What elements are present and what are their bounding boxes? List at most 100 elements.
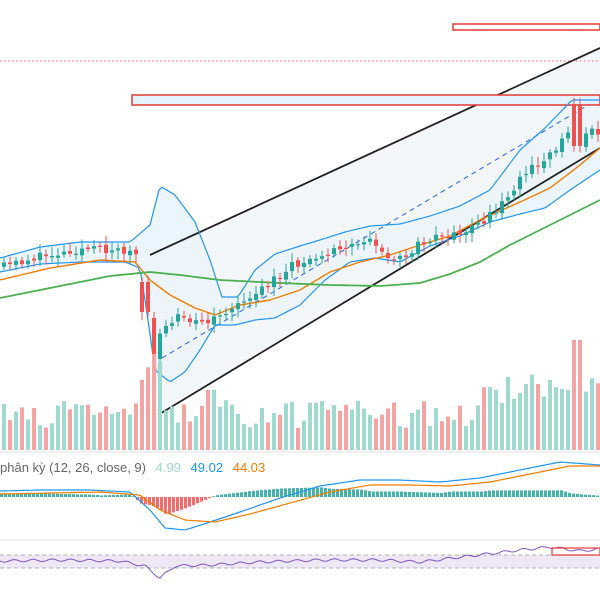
macd-histogram-bar — [192, 497, 195, 505]
volume-bar — [14, 411, 18, 450]
macd-histogram-bar — [68, 494, 71, 497]
macd-histogram-bar — [548, 490, 551, 497]
volume-bar — [194, 416, 198, 450]
macd-histogram-bar — [172, 497, 175, 513]
rsi-band — [0, 555, 600, 568]
macd-histogram-bar — [352, 489, 355, 497]
candle-up — [476, 222, 480, 225]
volume-bar — [104, 406, 108, 450]
candle-up — [50, 256, 54, 258]
volume-bar — [98, 412, 102, 450]
candle-down — [344, 247, 348, 249]
candle-down — [326, 254, 330, 256]
volume-bar — [554, 387, 558, 450]
candle-up — [194, 320, 198, 324]
macd-histogram-bar — [344, 489, 347, 497]
volume-bar — [56, 405, 60, 450]
volume-bar — [500, 402, 504, 450]
candle-up — [248, 298, 252, 301]
macd-histogram-bar — [560, 490, 563, 497]
macd-legend-macd: 49.02 — [190, 460, 224, 475]
macd-histogram-bar — [540, 490, 543, 497]
volume-bar — [578, 340, 582, 450]
macd-histogram-bar — [576, 493, 579, 497]
volume-bar — [380, 414, 384, 450]
macd-histogram-bar — [8, 493, 11, 497]
volume-bar — [410, 413, 414, 450]
macd-histogram-bar — [568, 492, 571, 497]
macd-histogram-bar — [224, 494, 227, 497]
macd-histogram-bar — [372, 491, 375, 497]
macd-histogram-bar — [220, 494, 223, 497]
macd-histogram-bar — [284, 488, 287, 497]
volume-bar — [242, 424, 246, 450]
volume-bar — [236, 414, 240, 450]
macd-histogram-bar — [260, 490, 263, 497]
candle-up — [176, 314, 180, 322]
candle-down — [386, 253, 390, 258]
macd-histogram-bar — [292, 488, 295, 497]
ma-slow-line — [0, 199, 600, 299]
candle-down — [182, 316, 186, 318]
macd-histogram-bar — [596, 495, 599, 497]
candle-up — [410, 253, 414, 257]
macd-histogram-bar — [128, 494, 131, 497]
macd-histogram-bar — [320, 487, 323, 497]
macd-histogram-bar — [448, 491, 451, 497]
candle-down — [200, 319, 204, 322]
candle-up — [158, 333, 162, 359]
candle-up — [542, 161, 546, 169]
macd-legend-histogram: 4.99 — [155, 460, 181, 475]
macd-histogram-bar — [256, 490, 259, 497]
macd-histogram-bar — [176, 497, 179, 511]
volume-bar — [116, 412, 120, 450]
candle-down — [578, 104, 582, 146]
macd-histogram-bar — [104, 495, 107, 497]
macd-histogram-bar — [420, 492, 423, 497]
candle-up — [164, 325, 168, 334]
macd-histogram-bar — [592, 495, 595, 497]
candle-up — [518, 176, 522, 190]
candle-up — [512, 190, 516, 196]
candle-down — [152, 318, 156, 360]
volume-bar — [110, 413, 114, 450]
candle-up — [236, 303, 240, 310]
volume-bar — [536, 384, 540, 450]
candle-up — [56, 255, 60, 258]
candle-down — [482, 221, 486, 224]
volume-bar — [134, 403, 138, 450]
volume-bar — [20, 407, 24, 450]
candle-up — [290, 262, 294, 272]
macd-histogram-bar — [516, 490, 519, 497]
candle-down — [380, 247, 384, 252]
volume-bar — [188, 421, 192, 450]
volume-bar — [590, 378, 594, 450]
volume-bar — [224, 400, 228, 450]
macd-histogram-bar — [416, 492, 419, 497]
volume-bar — [176, 422, 180, 450]
macd-histogram-bar — [144, 497, 147, 505]
macd-histogram-bar — [404, 491, 407, 497]
channel-upper-line — [149, 47, 600, 256]
volume-bar — [296, 428, 300, 450]
candle-up — [416, 241, 420, 255]
macd-signal-line — [0, 465, 600, 523]
macd-legend: phân kỳ (12, 26, close, 9) 4.99 49.02 44… — [0, 460, 271, 476]
channel-lower-line — [157, 147, 600, 416]
candle-down — [266, 286, 270, 288]
macd-histogram-bar — [336, 488, 339, 497]
candle-down — [404, 255, 408, 258]
volume-bar — [32, 408, 36, 450]
macd-histogram-bar — [544, 490, 547, 497]
volume-bar — [302, 420, 306, 450]
volume-bar — [212, 390, 216, 450]
macd-histogram-bar — [468, 491, 471, 497]
macd-histogram-bar — [476, 491, 479, 497]
candle-down — [440, 235, 444, 237]
candle-up — [590, 128, 594, 135]
candle-up — [110, 250, 114, 253]
candle-up — [350, 243, 354, 247]
macd-histogram-bar — [204, 497, 207, 500]
